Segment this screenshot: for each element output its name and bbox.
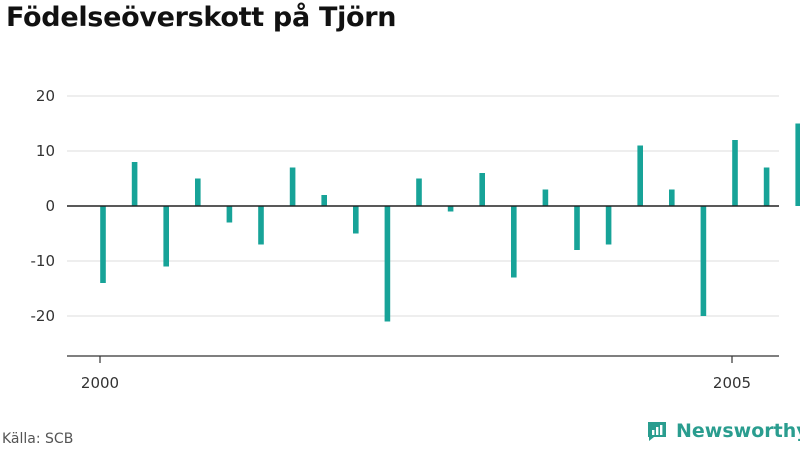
bar (637, 145, 643, 206)
bar (574, 206, 580, 250)
chart-title: Födelseöverskott på Tjörn (6, 2, 397, 33)
bar (353, 206, 359, 234)
grid-layer (67, 95, 779, 317)
bar (258, 206, 264, 245)
bar (479, 173, 485, 206)
bar (447, 206, 454, 212)
bar (700, 206, 707, 316)
y-tick-label: 10 (36, 142, 55, 160)
brand-name: Newsworthy (676, 420, 800, 442)
y-tick-label: -10 (31, 252, 56, 270)
bar (289, 167, 296, 206)
bar (195, 178, 201, 206)
bar (605, 206, 612, 245)
bar (226, 206, 233, 223)
bar (163, 206, 169, 267)
newsworthy-logo[interactable]: Newsworthy (645, 419, 800, 443)
bar (763, 167, 770, 206)
bar (384, 206, 391, 322)
y-tick-label: -20 (31, 307, 56, 325)
y-axis-ticks: -20 -10 0 10 20 (31, 87, 56, 325)
bar (131, 162, 138, 206)
x-axis-ticks: 200020052010201520202025 (81, 356, 751, 392)
y-tick-label: 0 (45, 197, 55, 215)
newsworthy-chart-icon (648, 422, 666, 441)
bar (321, 195, 327, 206)
x-tick-label: 2005 (713, 374, 751, 392)
bar (795, 123, 800, 206)
x-tick-label: 2000 (81, 374, 119, 392)
bar (416, 178, 422, 206)
bar (511, 206, 517, 278)
bar (542, 189, 549, 206)
source-note: Källa: SCB (2, 431, 74, 447)
bar (669, 189, 675, 206)
bar (100, 206, 106, 283)
y-tick-label: 20 (36, 87, 55, 105)
bars-layer (100, 123, 800, 322)
bar (732, 140, 738, 206)
